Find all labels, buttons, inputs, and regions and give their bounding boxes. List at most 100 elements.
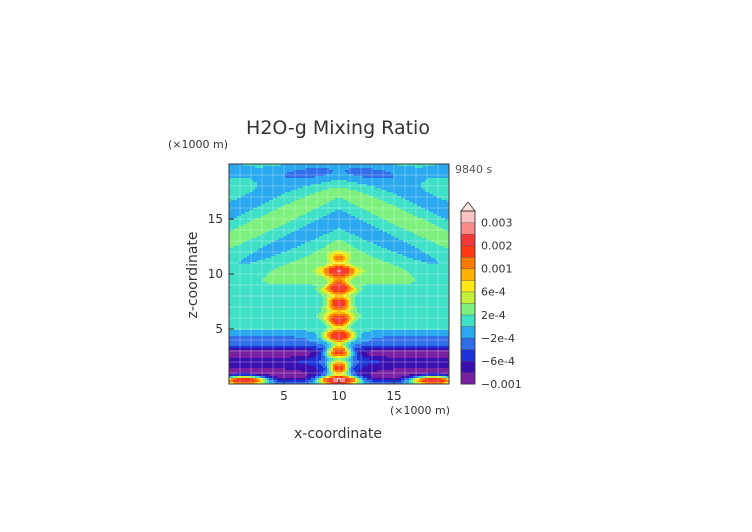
heatmap-cell (401, 180, 404, 183)
heatmap-cell (277, 180, 280, 183)
heatmap-cell (373, 180, 376, 183)
heatmap-cell (433, 188, 436, 191)
heatmap-cell (237, 212, 240, 215)
heatmap-cell (443, 202, 446, 205)
heatmap-cell (255, 254, 258, 257)
heatmap-cell (409, 200, 412, 203)
heatmap-cell (353, 212, 356, 215)
heatmap-cell (399, 198, 402, 201)
heatmap-cell (237, 208, 240, 211)
heatmap-cell (357, 192, 360, 195)
heatmap-cell (379, 190, 382, 193)
heatmap-cell (395, 228, 398, 231)
heatmap-cell (397, 194, 400, 197)
heatmap-cell (387, 178, 390, 181)
heatmap-cell (411, 190, 414, 193)
heatmap-cell (253, 200, 256, 203)
heatmap-cell (419, 170, 422, 173)
heatmap-cell (423, 226, 426, 229)
heatmap-cell (361, 178, 364, 181)
heatmap-cell (379, 180, 382, 183)
heatmap-cell (281, 200, 284, 203)
heatmap-cell (237, 182, 240, 185)
heatmap-cell (441, 182, 444, 185)
heatmap-cell (231, 190, 234, 193)
heatmap-cell (421, 226, 424, 229)
heatmap-cell (229, 188, 232, 191)
heatmap-cell (381, 216, 384, 219)
heatmap-cell (229, 212, 232, 215)
heatmap-cell (297, 234, 300, 237)
heatmap-cell (425, 228, 428, 231)
heatmap-cell (317, 178, 320, 181)
heatmap-cell (397, 250, 400, 253)
heatmap-cell (231, 236, 234, 239)
heatmap-cell (421, 172, 424, 175)
heatmap-cell (369, 214, 372, 217)
heatmap-cell (363, 180, 366, 183)
heatmap-cell (369, 164, 372, 167)
heatmap-cell (435, 242, 438, 245)
heatmap-cell (429, 178, 432, 181)
heatmap-cell (297, 212, 300, 215)
heatmap-cell (351, 188, 354, 191)
heatmap-cell (275, 170, 278, 173)
heatmap-cell (333, 224, 336, 227)
heatmap-cell (417, 236, 420, 239)
heatmap-cell (391, 198, 394, 201)
heatmap-cell (229, 246, 232, 249)
heatmap-cell (379, 222, 382, 225)
heatmap-cell (397, 166, 400, 169)
heatmap-cell (445, 224, 448, 227)
heatmap-cell (259, 176, 262, 179)
heatmap-cell (361, 176, 364, 179)
heatmap-cell (429, 214, 432, 217)
heatmap-cell (433, 214, 436, 217)
heatmap-cell (243, 210, 246, 213)
heatmap-cell (255, 164, 258, 167)
heatmap-cell (443, 236, 446, 239)
heatmap-cell (267, 212, 270, 215)
heatmap-cell (367, 210, 370, 213)
heatmap-cell (301, 192, 304, 195)
heatmap-cell (309, 178, 312, 181)
heatmap-cell (293, 176, 296, 179)
heatmap-cell (247, 242, 250, 245)
heatmap-cell (333, 214, 336, 217)
heatmap-cell (303, 254, 306, 257)
heatmap-cell (271, 234, 274, 237)
heatmap-cell (369, 190, 372, 193)
heatmap-cell (441, 242, 444, 245)
heatmap-cell (249, 164, 252, 167)
heatmap-cell (419, 234, 422, 237)
heatmap-cell (351, 224, 354, 227)
heatmap-cell (275, 206, 278, 209)
heatmap-cell (389, 210, 392, 213)
heatmap-cell (299, 228, 302, 231)
heatmap-cell (249, 166, 252, 169)
heatmap-cell (297, 242, 300, 245)
heatmap-cell (379, 204, 382, 207)
heatmap-cell (317, 168, 320, 171)
heatmap-cell (241, 212, 244, 215)
heatmap-cell (347, 230, 350, 233)
heatmap-cell (355, 216, 358, 219)
heatmap-cell (345, 220, 348, 223)
heatmap-cell (375, 238, 378, 241)
heatmap-cell (417, 214, 420, 217)
heatmap-cell (377, 188, 380, 191)
heatmap-cell (299, 214, 302, 217)
heatmap-cell (363, 252, 366, 255)
heatmap-cell (375, 252, 378, 255)
heatmap-cell (365, 228, 368, 231)
heatmap-cell (339, 230, 342, 233)
heatmap-cell (377, 224, 380, 227)
heatmap-cell (251, 192, 254, 195)
heatmap-cell (265, 204, 268, 207)
heatmap-cell (289, 228, 292, 231)
heatmap-cell (263, 182, 266, 185)
heatmap-cell (353, 208, 356, 211)
heatmap-cell (269, 230, 272, 233)
heatmap-cell (257, 206, 260, 209)
heatmap-cell (275, 180, 278, 183)
